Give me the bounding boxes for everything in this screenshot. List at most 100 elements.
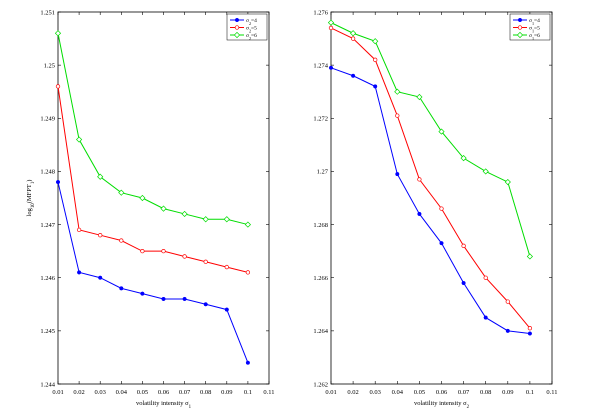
data-point <box>245 360 250 365</box>
x-tick-label: 0.06 <box>158 389 170 396</box>
x-tick-label: 0.05 <box>414 389 425 396</box>
data-point <box>461 280 466 286</box>
data-point <box>527 331 532 336</box>
legend-entry: σ2=5 <box>246 26 257 34</box>
x-tick-label: 0.01 <box>325 389 336 396</box>
x-tick-label: 0.01 <box>52 389 63 396</box>
data-point <box>160 205 167 212</box>
legend-entry: σ1=6 <box>529 33 540 41</box>
data-point <box>505 328 510 333</box>
legend-marker <box>234 17 240 23</box>
series-line <box>330 67 530 335</box>
legend-entry: σ1=4 <box>529 18 540 26</box>
y-tick-label: 1.276 <box>313 9 328 16</box>
series-line <box>330 27 531 329</box>
x-tick-label: 0.07 <box>179 389 191 396</box>
y-tick-label: 1.248 <box>40 169 55 176</box>
data-point <box>98 275 103 280</box>
y-axis-label: log10(MFPT1) <box>26 180 36 217</box>
x-tick-label: 0.03 <box>370 389 381 396</box>
chart-1: 0.01 0.02 0.03 0.04 0.05 0.06 0.07 0.08 0.09 0.1 0… <box>26 9 275 409</box>
data-point <box>55 84 61 89</box>
y-tick-label: 1.246 <box>40 275 55 282</box>
y-tick-label: 1.264 <box>313 328 328 335</box>
series-line <box>57 181 249 363</box>
y-tick-label: 1.266 <box>313 275 328 282</box>
series-line <box>330 22 531 257</box>
data-point <box>224 307 229 312</box>
data-point <box>118 189 125 196</box>
legend-marker <box>517 25 523 30</box>
data-point <box>373 84 378 89</box>
x-tick-label: 0.11 <box>263 389 274 396</box>
data-point <box>417 177 422 182</box>
data-point <box>328 65 334 70</box>
data-point <box>439 206 444 211</box>
legend-marker <box>233 31 241 39</box>
x-tick-label: 0.02 <box>347 389 358 396</box>
series-1 <box>55 180 250 365</box>
y-tick-label: 1.249 <box>40 116 55 123</box>
data-point <box>76 136 83 143</box>
y-tick-label: 1.25 <box>44 62 55 69</box>
data-point <box>97 173 104 180</box>
data-point <box>245 270 251 275</box>
series-1 <box>328 65 532 336</box>
legend-entry: σ2=6 <box>246 33 257 41</box>
legend-entry: σ1=5 <box>529 26 540 34</box>
data-point <box>438 128 445 135</box>
data-point <box>77 270 82 275</box>
data-point <box>372 38 379 45</box>
y-tick-label: 1.244 <box>40 381 55 388</box>
y-tick-label: 1.27 <box>317 169 329 176</box>
data-point <box>140 248 145 254</box>
data-point <box>119 238 124 243</box>
data-point <box>417 211 422 216</box>
y-tick-label: 1.247 <box>40 222 55 229</box>
data-point <box>328 25 334 31</box>
data-point <box>505 299 510 304</box>
legend: σ2=4σ2=5σ2=6 <box>226 13 268 41</box>
x-tick-label: 0.04 <box>392 389 404 396</box>
data-point <box>395 113 400 118</box>
data-point <box>161 248 166 254</box>
data-point <box>527 326 533 331</box>
x-tick-label: 0.07 <box>458 389 470 396</box>
data-point <box>460 155 467 162</box>
data-point <box>504 178 511 186</box>
series-2 <box>328 25 533 331</box>
x-tick-label: 0.08 <box>200 389 211 396</box>
data-point <box>161 296 166 302</box>
series-2 <box>55 84 251 275</box>
data-point <box>224 264 229 270</box>
series-line <box>57 86 249 273</box>
data-point <box>416 93 423 101</box>
data-point <box>439 241 444 246</box>
plot-frame <box>330 11 553 385</box>
data-point <box>139 194 146 202</box>
legend-marker <box>516 31 524 39</box>
data-point <box>394 88 401 95</box>
x-tick-label: 0.09 <box>502 389 513 396</box>
data-point <box>244 221 251 228</box>
x-tick-label: 0.09 <box>221 389 232 396</box>
x-axis-label: volatility intensity σ2 <box>414 400 470 410</box>
x-tick-label: 0.03 <box>95 389 106 396</box>
x-tick-label: 0.1 <box>244 389 252 396</box>
data-point <box>55 180 61 185</box>
y-tick-label: 1.268 <box>313 222 328 229</box>
data-point <box>350 36 356 41</box>
legend-marker <box>517 17 523 23</box>
data-point <box>526 253 533 260</box>
data-point <box>98 233 103 238</box>
data-point <box>483 275 488 280</box>
data-point <box>203 302 208 307</box>
y-tick-label: 1.262 <box>313 381 328 388</box>
x-tick-label: 0.05 <box>137 389 148 396</box>
data-point <box>223 216 230 223</box>
data-point <box>54 30 62 37</box>
data-point <box>373 57 378 62</box>
data-point <box>350 30 357 37</box>
series-3 <box>54 30 251 228</box>
